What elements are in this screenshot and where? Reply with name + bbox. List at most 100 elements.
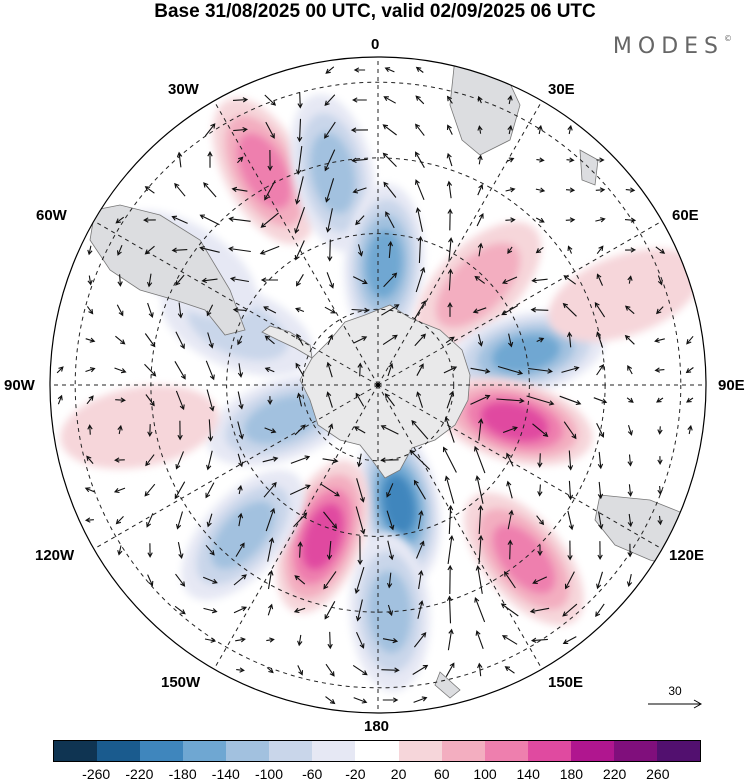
anomaly-positive-70e — [548, 248, 702, 342]
wind-vector-arrow — [445, 662, 455, 677]
wind-vector-arrow — [686, 335, 694, 345]
wind-vector-arrow — [598, 511, 604, 530]
wind-vector-arrow — [353, 426, 366, 434]
wind-vector-arrow — [235, 542, 245, 557]
polar-map — [49, 56, 707, 714]
wind-vector-arrow — [596, 331, 604, 348]
wind-vector-arrow — [627, 454, 633, 467]
wind-vector-arrow — [447, 268, 454, 291]
wind-vector-arrow — [237, 453, 244, 468]
wind-vector-arrow — [501, 635, 518, 645]
reference-vector-label: 30 — [668, 684, 682, 698]
wind-vector-arrow — [478, 534, 484, 565]
anomaly-negative-5e — [344, 184, 425, 345]
wind-vector-arrow — [497, 365, 524, 376]
wind-vector-arrow — [530, 307, 549, 313]
wind-vector-arrow — [324, 601, 336, 620]
wind-vector-arrow — [175, 511, 184, 530]
colorbar-swatch — [484, 741, 528, 761]
wind-vector-arrow — [267, 569, 274, 590]
lon-label-60w: 60W — [36, 207, 67, 224]
wind-vector-arrow — [529, 607, 550, 614]
wind-vector-arrow — [144, 186, 155, 194]
wind-vector-arrow — [354, 566, 365, 594]
wind-vector-arrow — [144, 333, 156, 348]
wind-vector-arrow — [237, 421, 244, 440]
wind-vector-arrow — [470, 394, 491, 405]
wind-vector-arrow — [415, 540, 425, 559]
colorbar-tick-label: -220 — [125, 766, 154, 782]
wind-vector-arrow — [175, 274, 185, 286]
wind-vector-arrow — [627, 425, 633, 436]
wind-vector-arrow — [475, 630, 484, 649]
wind-vector-arrow — [414, 179, 425, 201]
wind-vector-arrow — [202, 576, 218, 584]
wind-vector-arrow — [500, 603, 519, 617]
wind-vector-arrow — [115, 216, 125, 224]
colorbar-tick-label: -60 — [302, 766, 323, 782]
wind-vector-arrow — [595, 187, 606, 193]
wind-vector-arrow — [117, 424, 123, 435]
wind-vector-arrow — [657, 515, 663, 526]
wind-vector-arrow — [324, 94, 336, 107]
colorbar-tick-labels: -260 -220 -180 -140 -100 -60 -20 20 60 100 140 180 2… — [0, 766, 750, 783]
wind-vector-arrow — [205, 360, 215, 381]
wind-vector-arrow — [536, 515, 545, 526]
meridian-line — [93, 384, 379, 550]
wind-vector-arrow — [567, 480, 574, 501]
wind-vector-arrow — [171, 247, 188, 253]
wind-vector-arrow — [416, 391, 424, 408]
wind-vector-arrow — [114, 367, 127, 374]
wind-vector-arrow — [353, 67, 366, 73]
anomaly-contour — [435, 243, 520, 328]
wind-vector-arrow — [386, 572, 393, 589]
wind-vector-arrow — [86, 306, 94, 315]
colorbar-swatch — [441, 741, 485, 761]
wind-vector-arrow — [147, 574, 154, 587]
wind-vector-arrow — [507, 124, 513, 135]
wind-vectors — [56, 66, 694, 705]
brand-copyright-mark: © — [724, 34, 732, 43]
wind-vector-arrow — [145, 454, 155, 467]
lon-label-180: 180 — [364, 718, 390, 735]
wind-vector-arrow — [325, 696, 336, 705]
colorbar-swatch — [269, 741, 313, 761]
reference-vector: 30 — [646, 684, 704, 710]
wind-vector-arrow — [535, 217, 545, 223]
anomaly-contour — [302, 503, 344, 570]
meridian-line — [377, 384, 663, 550]
wind-vector-arrow — [324, 178, 335, 203]
wind-vector-arrow — [355, 506, 366, 535]
wind-vector-arrow — [259, 245, 280, 255]
lon-label-120e: 120E — [669, 547, 705, 564]
wind-vector-arrow — [325, 208, 333, 233]
wind-vector-arrow — [447, 504, 454, 535]
map-boundary — [49, 56, 707, 714]
wind-vector-arrow — [267, 603, 274, 616]
wind-vector-arrow — [295, 146, 303, 176]
wind-vector-arrow — [537, 124, 543, 135]
wind-vector-arrow — [327, 631, 333, 650]
latitude-circle — [226, 233, 530, 537]
wind-vector-arrow — [475, 475, 484, 504]
wind-vector-arrow — [472, 307, 487, 314]
wind-vector-arrow — [526, 395, 555, 406]
wind-vector-arrow — [115, 397, 126, 403]
wind-vector-arrow — [382, 697, 399, 703]
wind-vector-arrow — [207, 332, 214, 349]
wind-vector-arrow — [507, 94, 513, 105]
wind-vector-arrow — [326, 361, 333, 378]
lon-label-90e: 90E — [718, 377, 745, 394]
wind-vector-arrow — [264, 335, 275, 345]
wind-vector-arrow — [473, 445, 486, 474]
wind-vector-arrow — [535, 246, 544, 254]
wind-vector-arrow — [296, 274, 304, 287]
wind-vector-arrow — [267, 537, 275, 562]
wind-vector-arrow — [537, 453, 543, 468]
wind-vector-arrow — [352, 97, 367, 103]
wind-vector-arrow — [293, 607, 306, 614]
wind-vector-arrow — [536, 337, 545, 343]
wind-vector-arrow — [353, 336, 368, 344]
wind-vector-arrow — [264, 427, 277, 434]
wind-vector-arrow — [566, 331, 573, 348]
